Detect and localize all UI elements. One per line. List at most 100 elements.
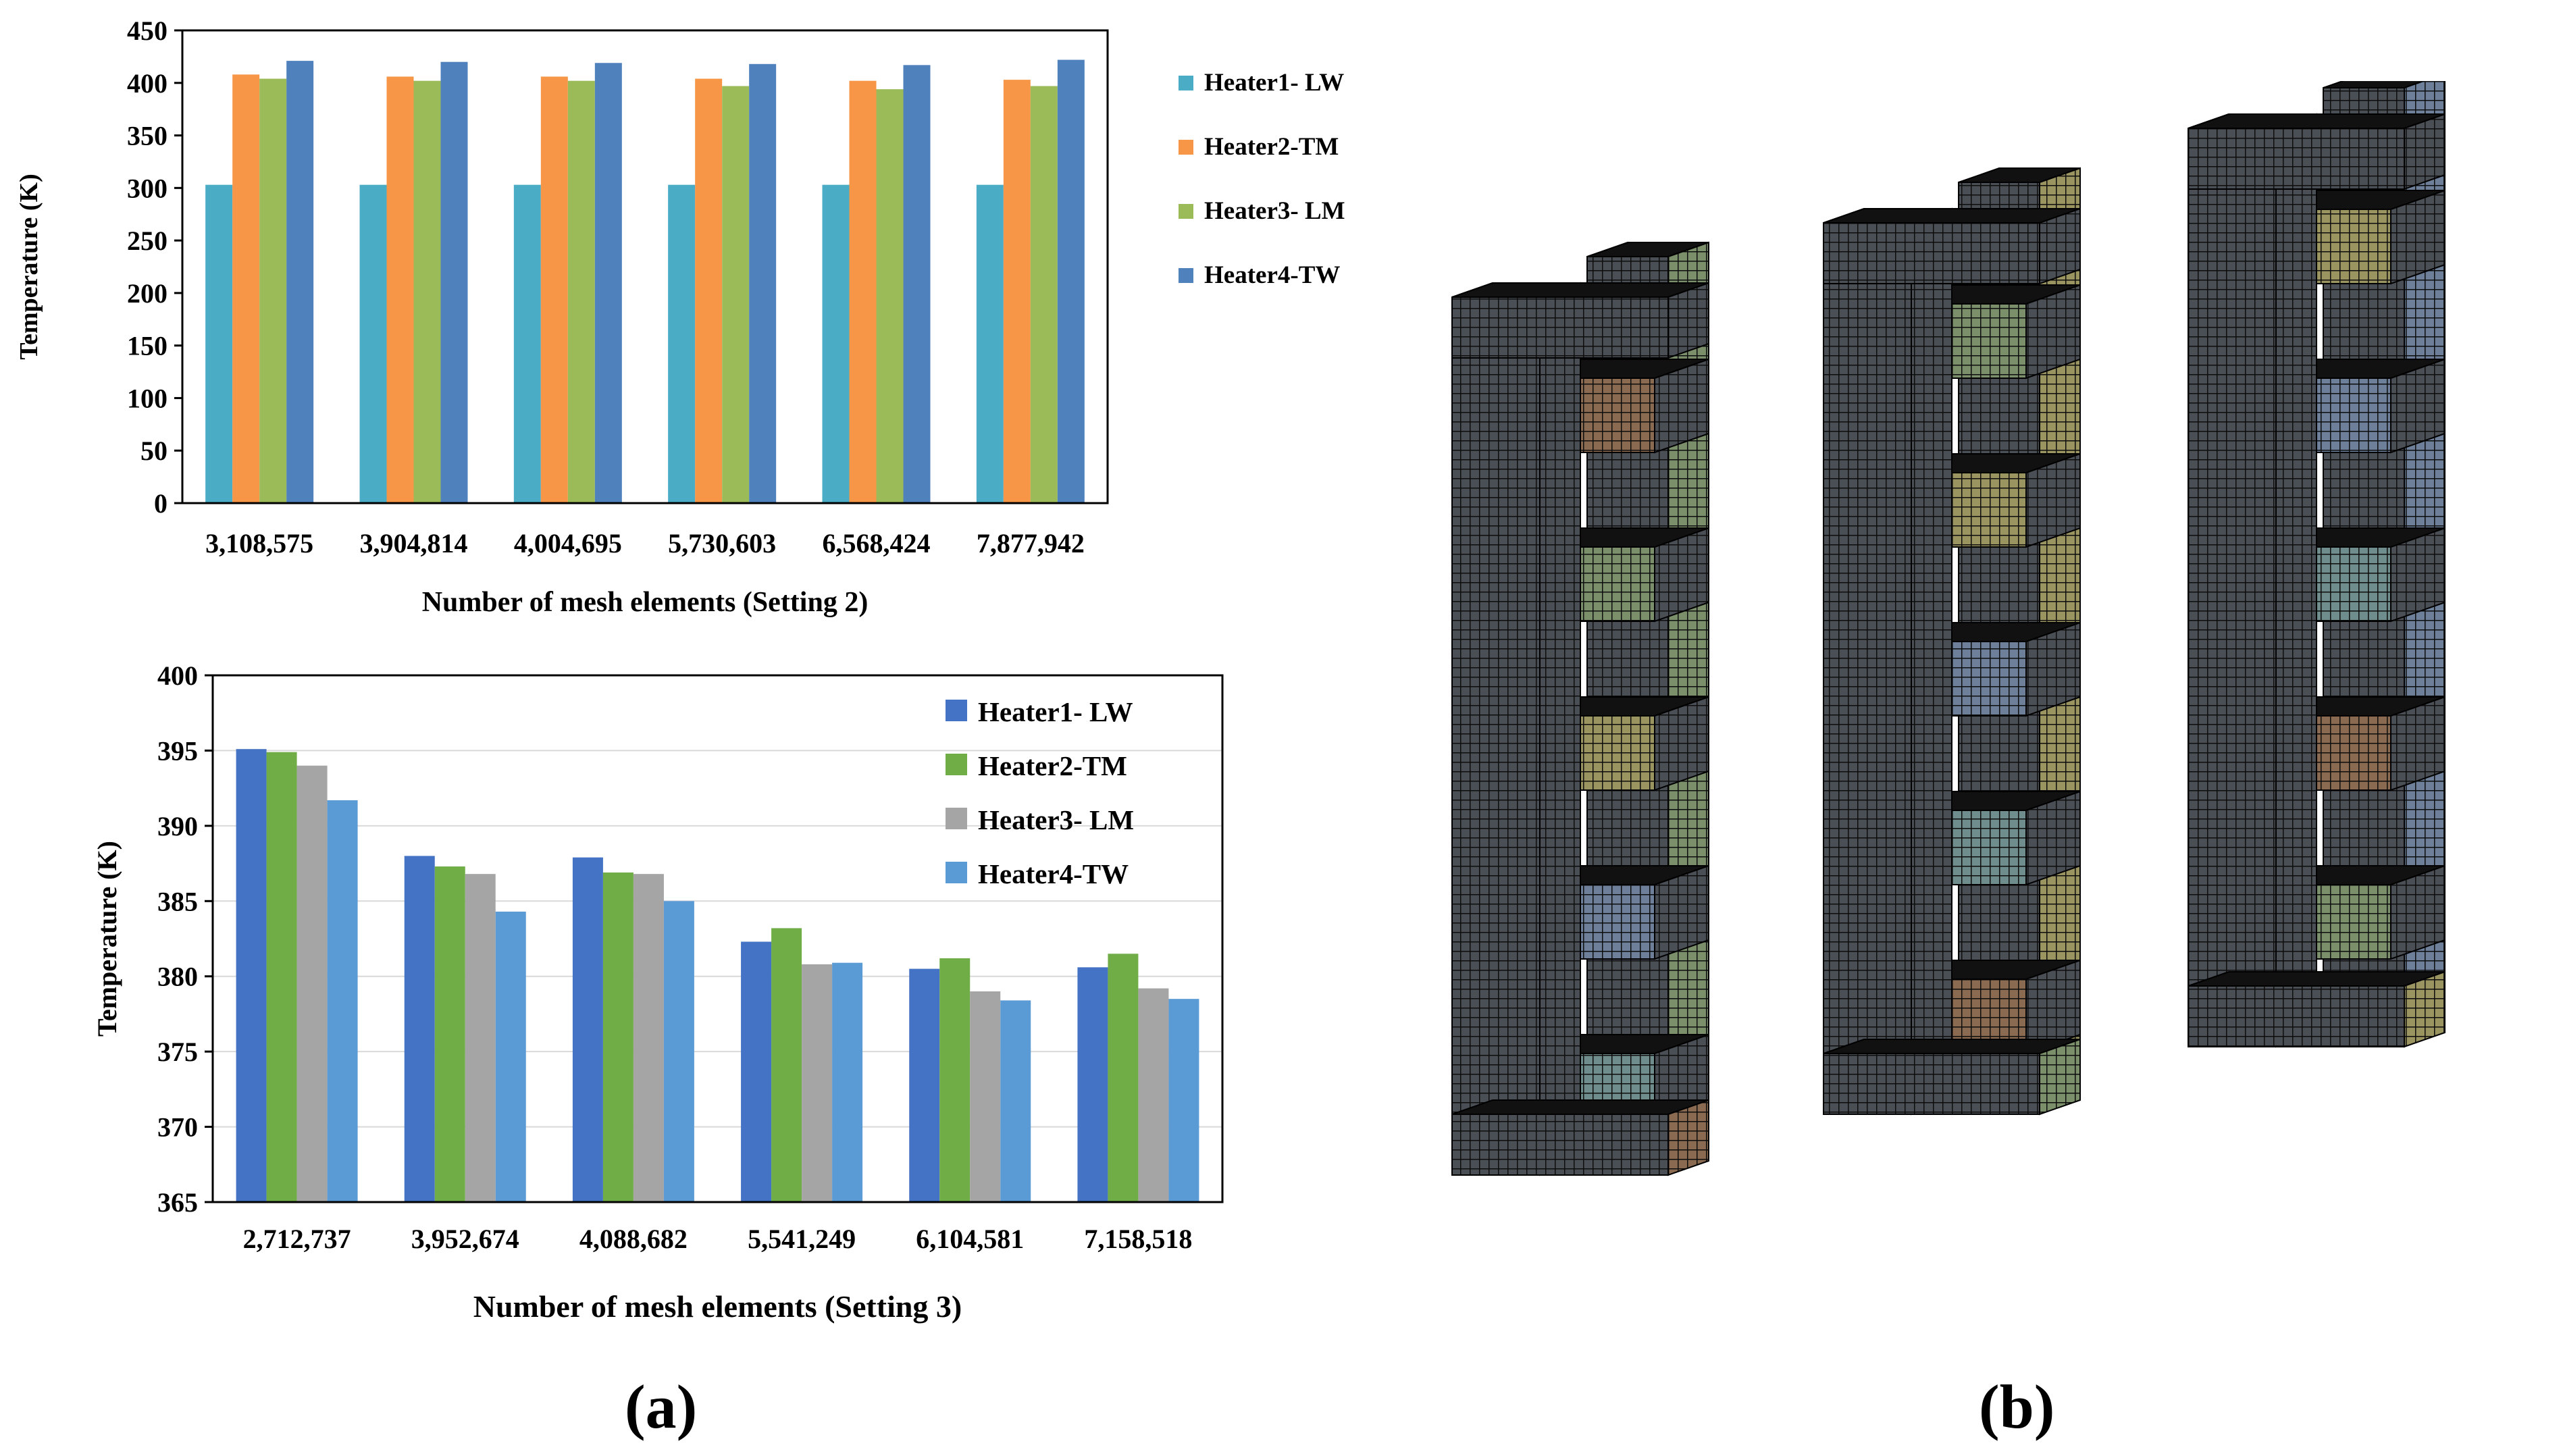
bar-heater3-lm-3 [567, 80, 595, 503]
chart-setting-3: 2,712,737 3,952,674 4,088,682 5,541,249 6,10… [92, 660, 1224, 1324]
bar-heater3-lm-6 [1030, 86, 1058, 503]
mesh-front-face [1823, 222, 1912, 1115]
bar-heater2-tm-1 [232, 74, 260, 504]
y-tick-label: 350 [127, 121, 167, 151]
bar-heater2-tm-6 [1003, 80, 1031, 504]
bar-heater2-tm-5 [849, 80, 877, 503]
bar-heater4-tw-1 [327, 800, 358, 1202]
bar-heater1-lw-3 [572, 857, 603, 1202]
mesh-front-rail [2188, 113, 2317, 1048]
bar-heater4-tw-6 [1168, 999, 1199, 1202]
bar-heater2-tm-4 [771, 928, 802, 1202]
y-tick-label: 400 [157, 660, 198, 691]
mesh-bottom-cap [1823, 1038, 2081, 1116]
bar-heater2-tm-2 [386, 76, 414, 503]
panel-label-a: (a) [625, 1372, 698, 1441]
bar-heater4-tw-4 [832, 962, 863, 1202]
mesh-side-face [1539, 282, 1581, 1176]
bar-heater1-lw-1 [236, 749, 267, 1202]
legend-label: Heater4-TW [978, 858, 1129, 889]
legend-label: Heater1- LW [1204, 69, 1344, 97]
bar-heater3-lm-4 [802, 964, 833, 1202]
y-tick-label: 375 [157, 1037, 198, 1067]
x-tick-label: 3,904,814 [360, 528, 468, 558]
mesh-top-face [2188, 113, 2446, 129]
x-tick-label: 6,104,581 [916, 1224, 1024, 1254]
mesh-model-figure [1451, 81, 2446, 1176]
bar-heater3-lm-1 [259, 78, 287, 504]
legend-swatch [946, 754, 967, 775]
bar-heater3-lm-5 [876, 89, 904, 504]
mesh-front-rail [1451, 282, 1581, 1176]
x-tick-label: 3,108,575 [205, 528, 313, 558]
bar-heater2-tm-3 [602, 872, 633, 1202]
bar-heater1-lw-4 [741, 941, 772, 1202]
mesh-front-face [1451, 1114, 1669, 1176]
mesh-front-face [2188, 985, 2405, 1047]
y-tick-label: 0 [154, 488, 167, 519]
mesh-top-face [2188, 971, 2446, 987]
y-axis-label: Temperature (K) [15, 174, 43, 359]
bar-heater1-lw-4 [668, 184, 696, 503]
mesh-front-face [1451, 296, 1541, 1176]
bar-heater1-lw-6 [1077, 967, 1108, 1202]
y-tick-label: 395 [157, 735, 198, 766]
bar-heater4-tw-3 [594, 63, 622, 503]
bar-heater3-lm-6 [1138, 988, 1169, 1202]
legend-label: Heater4-TW [1204, 261, 1340, 289]
x-tick-label: 5,730,603 [668, 528, 776, 558]
mesh-front-face [1451, 296, 1669, 359]
legend-label: Heater3- LM [978, 804, 1134, 835]
mesh-side-face [1911, 207, 1952, 1116]
x-tick-label: 3,952,674 [411, 1224, 519, 1254]
x-tick-label: 4,088,682 [579, 1224, 688, 1254]
legend-label: Heater1- LW [978, 696, 1133, 727]
bar-heater2-tm-3 [540, 76, 568, 503]
legend-swatch [1179, 204, 1193, 219]
legend-label: Heater2-TM [978, 750, 1127, 781]
y-tick-label: 385 [157, 886, 198, 916]
mesh-top-cap [1823, 207, 2081, 285]
plot-frame [181, 29, 1109, 504]
bar-heater4-tw-5 [903, 65, 931, 504]
legend-label: Heater2-TM [1204, 133, 1339, 161]
y-tick-label: 100 [127, 383, 167, 413]
bar-heater2-tm-4 [695, 78, 723, 504]
y-tick-label: 150 [127, 331, 167, 361]
bar-heater1-lw-2 [359, 184, 387, 503]
bar-heater1-lw-1 [205, 184, 233, 503]
legend-swatch [946, 808, 967, 829]
bar-heater3-lm-1 [296, 765, 328, 1202]
mesh-top-face [1451, 1099, 1709, 1115]
y-tick-label: 380 [157, 962, 198, 992]
x-tick-label: 7,158,518 [1084, 1224, 1192, 1254]
y-axis-label: Temperature (K) [92, 841, 122, 1037]
chart-setting-2: 3,108,575 3,904,814 4,004,695 5,730,603 6,56… [15, 16, 1345, 618]
x-axis-label: Number of mesh elements (Setting 3) [473, 1289, 962, 1324]
bar-heater1-lw-5 [909, 968, 940, 1202]
bar-heater2-tm-2 [434, 866, 465, 1202]
legend-swatch [1179, 76, 1193, 90]
y-tick-label: 50 [140, 436, 167, 466]
legend-swatch [1179, 268, 1193, 283]
bar-heater1-lw-5 [822, 184, 850, 503]
bar-heater2-tm-6 [1108, 954, 1139, 1202]
bar-heater2-tm-5 [939, 958, 971, 1202]
mesh-front-face [1823, 1053, 2040, 1115]
bar-heater1-lw-2 [404, 856, 435, 1202]
mesh-top-face [1451, 282, 1709, 298]
x-tick-label: 2,712,737 [243, 1224, 351, 1254]
x-tick-label: 7,877,942 [977, 528, 1085, 558]
mesh-top-face [1823, 208, 2081, 224]
bar-heater1-lw-3 [513, 184, 541, 503]
bar-heater4-tw-4 [749, 63, 777, 504]
x-tick-label: 4,004,695 [514, 528, 622, 558]
bar-heater3-lm-4 [722, 86, 750, 503]
y-tick-label: 400 [127, 68, 167, 99]
bar-heater3-lm-3 [633, 874, 664, 1202]
y-tick-label: 370 [157, 1112, 198, 1143]
mesh-front-face [1823, 222, 2040, 284]
bar-heater4-tw-3 [663, 901, 694, 1202]
bar-heater2-tm-1 [266, 752, 297, 1202]
y-tick-label: 365 [157, 1187, 198, 1218]
